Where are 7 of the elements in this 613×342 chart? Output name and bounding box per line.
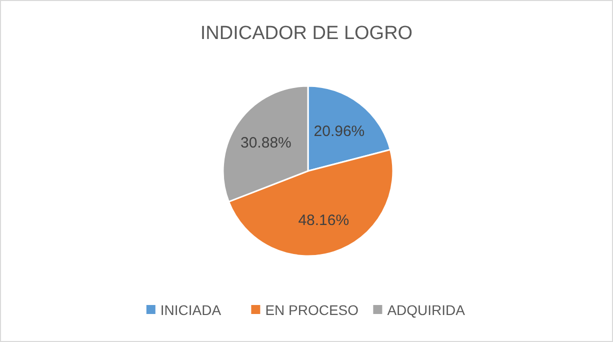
chart-title: INDICADOR DE LOGRO [200,23,413,44]
data-label: 30.88% [240,134,292,152]
legend-label: INICIADA [160,302,222,318]
legend-label: EN PROCESO [265,302,359,318]
data-label: 48.16% [298,212,350,229]
data-label: 20.96% [314,122,365,140]
legend-label: ADQUIRIDA [387,302,466,318]
